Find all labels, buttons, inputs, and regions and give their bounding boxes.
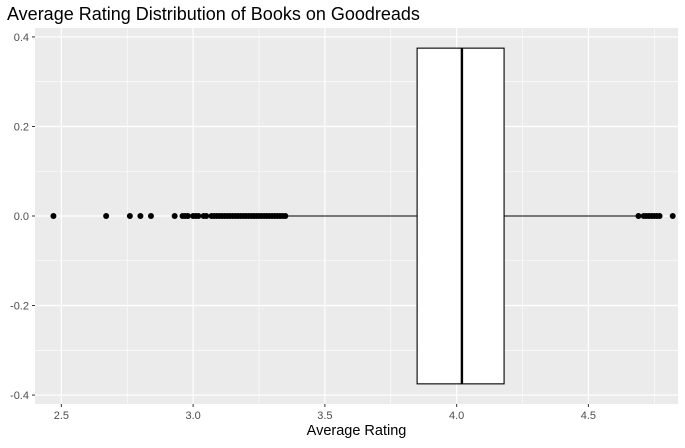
outlier-point bbox=[50, 213, 57, 219]
outlier-point bbox=[656, 213, 663, 219]
outlier-point bbox=[203, 213, 210, 219]
axes: 2.5 3.0 3.5 4.0 4.5 -0.4 -0.2 0.0 0.2 0.4 bbox=[10, 32, 596, 422]
x-tick-label: 4.0 bbox=[449, 410, 464, 422]
outlier-point bbox=[635, 213, 642, 219]
outlier-point bbox=[195, 213, 202, 219]
outlier-point bbox=[147, 213, 154, 219]
y-tick-label: 0.0 bbox=[14, 211, 29, 223]
y-tick-label: 0.2 bbox=[14, 121, 29, 133]
y-tick-label: -0.4 bbox=[10, 390, 29, 402]
x-axis-title: Average Rating bbox=[306, 423, 407, 439]
outlier-point bbox=[103, 213, 110, 219]
chart-title: Average Rating Distribution of Books on … bbox=[7, 4, 420, 24]
outlier-point bbox=[184, 213, 191, 219]
y-tick-label: -0.2 bbox=[10, 301, 29, 313]
box bbox=[416, 47, 505, 385]
outlier-point bbox=[669, 213, 676, 219]
outlier-point bbox=[137, 213, 144, 219]
y-tick-label: 0.4 bbox=[14, 32, 29, 44]
x-tick-label: 2.5 bbox=[54, 410, 69, 422]
box-iqr bbox=[416, 47, 505, 385]
x-tick-label: 4.5 bbox=[581, 410, 596, 422]
outlier-points bbox=[50, 213, 676, 219]
x-tick-label: 3.5 bbox=[317, 410, 332, 422]
outlier-point bbox=[171, 213, 178, 219]
outlier-point bbox=[126, 213, 133, 219]
x-tick-label: 3.0 bbox=[185, 410, 200, 422]
outlier-point bbox=[282, 213, 289, 219]
